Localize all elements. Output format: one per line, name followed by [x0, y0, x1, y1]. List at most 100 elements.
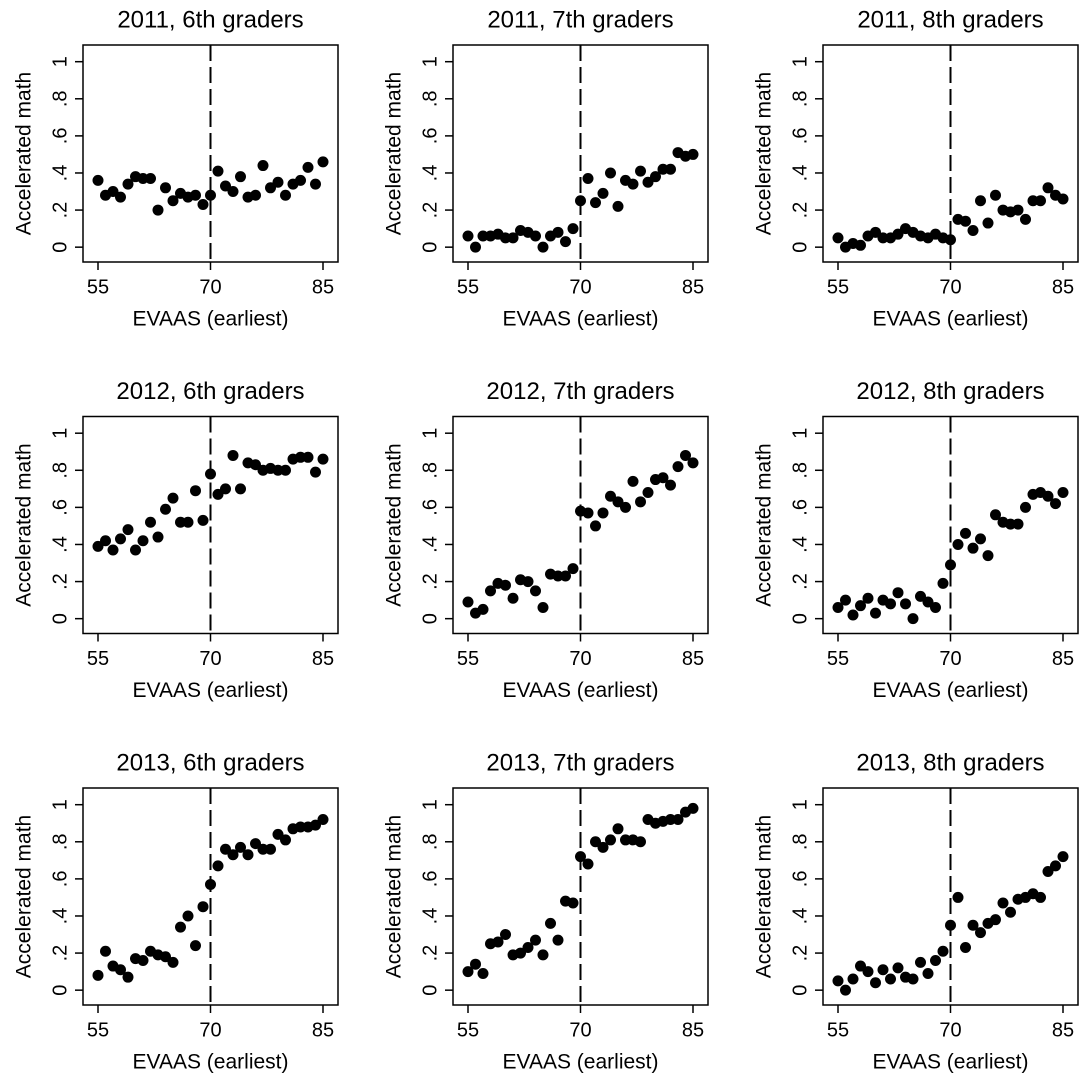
point	[855, 600, 866, 612]
point	[635, 836, 646, 848]
point	[952, 538, 964, 550]
point	[205, 468, 216, 480]
point	[530, 934, 541, 946]
x-tick-label: 55	[87, 648, 109, 670]
x-tick-label: 55	[827, 648, 849, 670]
point	[657, 472, 669, 484]
point	[175, 921, 186, 933]
x-axis-label: EVAAS (earliest)	[873, 1051, 1029, 1074]
point	[832, 232, 844, 244]
point	[530, 585, 541, 597]
x-tick-label: 70	[939, 276, 961, 298]
point	[152, 204, 164, 216]
y-tick-label: 1	[419, 799, 441, 810]
y-axis-label: Accelerated math	[13, 815, 36, 978]
point	[537, 241, 549, 253]
point	[952, 891, 964, 903]
point	[235, 483, 246, 495]
y-tick-label: 0	[419, 242, 441, 253]
point	[545, 917, 556, 929]
point	[115, 964, 126, 976]
point	[115, 533, 126, 545]
point	[205, 189, 216, 201]
point	[1042, 490, 1054, 502]
point	[885, 598, 896, 610]
point	[227, 849, 239, 861]
point	[182, 910, 194, 922]
point	[205, 878, 216, 890]
x-axis-label: EVAAS (earliest)	[133, 308, 289, 331]
x-tick-label: 85	[312, 276, 334, 298]
point	[862, 592, 874, 604]
point	[122, 971, 134, 983]
point	[1057, 487, 1069, 499]
point	[892, 587, 904, 599]
y-tick-label: .6	[49, 128, 71, 145]
point	[930, 954, 941, 966]
point	[500, 579, 511, 591]
point	[960, 942, 971, 954]
y-tick-label: .2	[789, 945, 811, 962]
point	[870, 226, 881, 238]
point	[190, 189, 201, 201]
x-tick-label: 70	[939, 648, 961, 670]
point	[840, 594, 851, 606]
y-axis-label: Accelerated math	[383, 815, 406, 978]
point	[605, 834, 616, 846]
point	[492, 936, 504, 948]
y-axis-label: Accelerated math	[383, 443, 406, 606]
y-tick-label: 0	[789, 613, 811, 624]
y-tick-label: .8	[789, 462, 811, 479]
point	[597, 187, 609, 199]
point	[582, 507, 594, 519]
x-axis-label: EVAAS (earliest)	[133, 679, 289, 702]
point	[122, 178, 134, 190]
point	[167, 195, 179, 207]
point	[107, 186, 119, 198]
point	[590, 836, 601, 848]
point	[122, 524, 134, 536]
point	[960, 527, 971, 539]
point	[530, 230, 541, 242]
point	[160, 951, 171, 963]
point	[945, 919, 956, 931]
point	[597, 507, 609, 519]
point	[567, 223, 579, 235]
point	[100, 535, 111, 547]
y-axis-label: Accelerated math	[753, 72, 776, 235]
point	[310, 819, 321, 831]
point	[832, 975, 844, 987]
point	[227, 449, 239, 461]
point	[137, 954, 149, 966]
point	[635, 496, 646, 508]
point	[107, 544, 119, 556]
y-tick-label: .6	[49, 499, 71, 516]
point	[967, 919, 979, 931]
point	[612, 200, 624, 212]
point	[885, 973, 896, 985]
x-tick-label: 55	[87, 276, 109, 298]
x-tick-label: 85	[682, 648, 704, 670]
y-tick-label: 1	[789, 56, 811, 67]
point	[317, 156, 329, 168]
point	[575, 195, 586, 207]
point	[515, 947, 526, 959]
point	[220, 483, 231, 495]
point	[507, 232, 519, 244]
point	[840, 984, 851, 996]
point	[1050, 498, 1061, 510]
y-tick-label: 1	[789, 428, 811, 439]
x-tick-label: 85	[1052, 648, 1074, 670]
point	[212, 165, 224, 177]
point	[310, 178, 321, 190]
point	[537, 602, 549, 614]
point	[937, 577, 949, 589]
y-tick-label: 1	[49, 428, 71, 439]
point	[975, 533, 986, 545]
point	[212, 860, 224, 872]
y-tick-label: 0	[49, 985, 71, 996]
x-tick-label: 70	[569, 1019, 591, 1041]
y-tick-label: 0	[49, 242, 71, 253]
y-tick-label: .4	[419, 536, 441, 553]
point	[92, 969, 104, 981]
